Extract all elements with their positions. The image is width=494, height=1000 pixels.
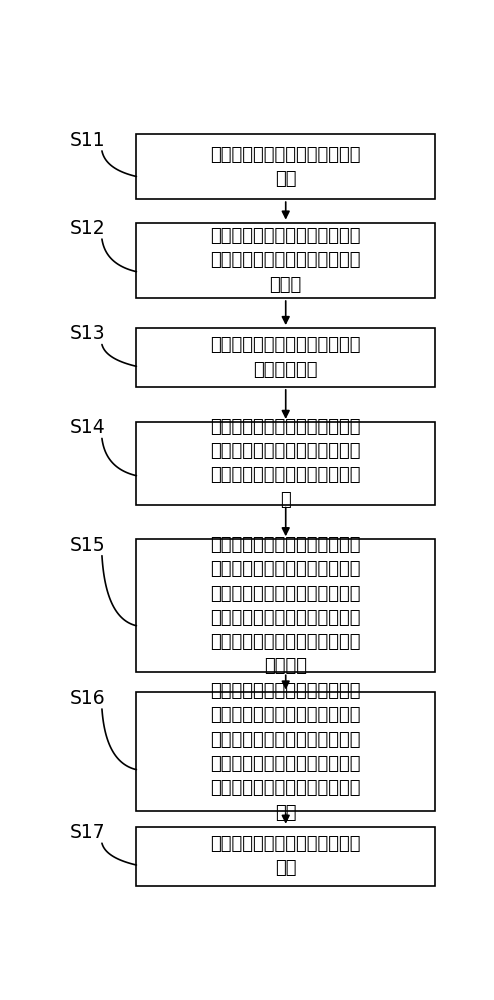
Text: 根据第三排程顺序序列进行排程
操作: 根据第三排程顺序序列进行排程 操作 bbox=[210, 835, 361, 877]
Text: S13: S13 bbox=[69, 324, 105, 343]
Text: 根据所述数学优化模型生成第一
排程顺序序列: 根据所述数学优化模型生成第一 排程顺序序列 bbox=[210, 336, 361, 379]
Text: S11: S11 bbox=[69, 131, 105, 150]
Text: S12: S12 bbox=[69, 219, 105, 238]
Text: 通过所述数学优化模型在约束条
件下对所述第一排程顺序序列进
行迭代计算得到第二排程顺序序
列: 通过所述数学优化模型在约束条 件下对所述第一排程顺序序列进 行迭代计算得到第二排… bbox=[210, 418, 361, 509]
Text: 对半导体生产的场景进行仿真初
始化: 对半导体生产的场景进行仿真初 始化 bbox=[210, 146, 361, 188]
FancyBboxPatch shape bbox=[136, 422, 435, 505]
FancyBboxPatch shape bbox=[136, 827, 435, 886]
FancyBboxPatch shape bbox=[136, 328, 435, 387]
FancyBboxPatch shape bbox=[136, 134, 435, 199]
Text: S15: S15 bbox=[69, 536, 105, 555]
FancyBboxPatch shape bbox=[136, 539, 435, 672]
Text: S16: S16 bbox=[69, 689, 105, 708]
FancyBboxPatch shape bbox=[136, 692, 435, 811]
Text: S17: S17 bbox=[69, 823, 105, 842]
FancyBboxPatch shape bbox=[136, 223, 435, 298]
Text: 确定半导体制造环境的所有状态
参数，以及所述第二排程顺序序
列的训练动作，遍历各所述状态
参数，基于各所述初始策略确定
遍历的状态参数对应的所有遍历
初始策略: 确定半导体制造环境的所有状态 参数，以及所述第二排程顺序序 列的训练动作，遍历各… bbox=[210, 536, 361, 675]
Text: 基于各所述训练动作的运行结果
确定最优策略，根据各所述状态
参数对应的最优策略确定目标总
策略，并根据所述目标总策略进
行仿真排产，得到第三排程顺序
序列: 基于各所述训练动作的运行结果 确定最优策略，根据各所述状态 参数对应的最优策略确… bbox=[210, 682, 361, 822]
Text: 获取半导体生产排程的数据规模
，根据所述数据规模确定数学优
化模型: 获取半导体生产排程的数据规模 ，根据所述数据规模确定数学优 化模型 bbox=[210, 227, 361, 294]
Text: S14: S14 bbox=[69, 418, 105, 437]
